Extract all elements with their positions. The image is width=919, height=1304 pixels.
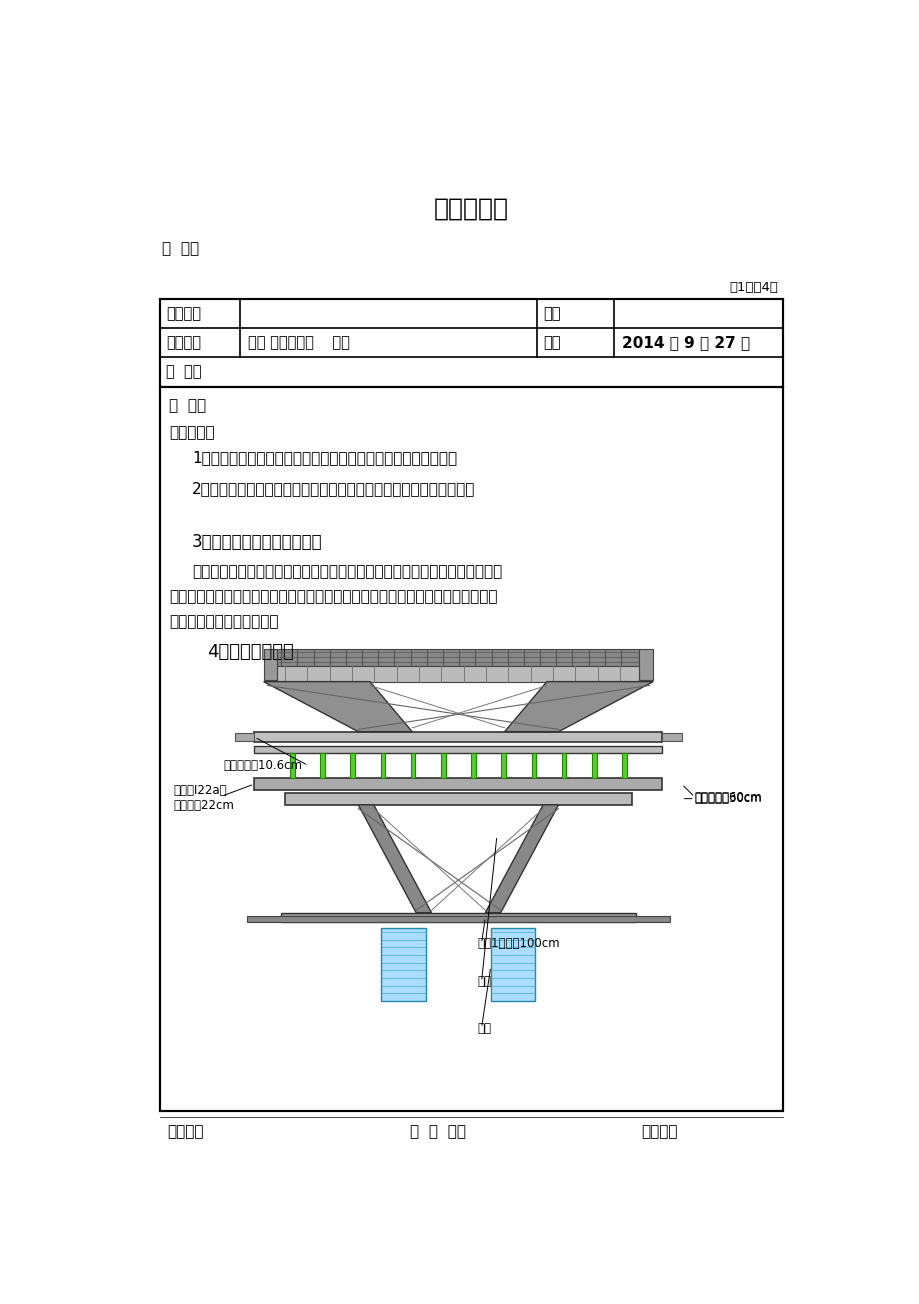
Text: 钢筋由人工配合机械吊装。: 钢筋由人工配合机械吊装。 [169, 614, 278, 630]
Text: 4、主要部件尺寸: 4、主要部件尺寸 [207, 643, 294, 661]
Text: 支架: 支架 [477, 975, 491, 988]
Text: 主梁，高度30cm: 主梁，高度30cm [694, 792, 762, 805]
Text: 2、托架：托架采用加工成品，现场施工只负责拼装及拆除倒运工作；: 2、托架：托架采用加工成品，现场施工只负责拼装及拆除倒运工作； [192, 481, 475, 497]
Text: 技术措施：: 技术措施： [169, 425, 214, 441]
Text: 工程名称: 工程名称 [165, 335, 200, 351]
Text: 编制者：: 编制者： [167, 1124, 204, 1140]
Text: 第1页共4页: 第1页共4页 [728, 280, 777, 293]
Bar [246, 917, 669, 922]
Text: 2014 年 9 月 27 日: 2014 年 9 月 27 日 [621, 335, 749, 351]
Text: 次梁：Ⅰ22a工
字钢高度22cm: 次梁：Ⅰ22a工 字钢高度22cm [174, 784, 234, 812]
Text: 批准人：: 批准人： [641, 1124, 676, 1140]
Polygon shape [264, 682, 412, 732]
Text: 立杆: 立杆 [477, 1021, 491, 1034]
Bar [592, 754, 596, 778]
Bar [380, 754, 385, 778]
Bar [235, 733, 254, 741]
Bar [254, 746, 662, 754]
Text: 盖梁 模板及托架    施工: 盖梁 模板及托架 施工 [248, 335, 350, 351]
Bar [254, 732, 662, 742]
Bar [411, 754, 415, 778]
Bar [289, 754, 294, 778]
Text: 单  位：: 单 位： [162, 241, 199, 257]
Bar [264, 649, 278, 681]
Polygon shape [504, 682, 652, 732]
Text: 主送单位: 主送单位 [165, 306, 200, 321]
Bar [471, 754, 475, 778]
Bar [350, 754, 355, 778]
Text: 日期: 日期 [542, 335, 560, 351]
Bar [562, 754, 566, 778]
Bar [285, 793, 631, 805]
Text: 1、模板：盖梁模板采用定型钢模板，现场施工只负责拼装打磨；: 1、模板：盖梁模板采用定型钢模板，现场施工只负责拼装打磨； [192, 451, 457, 466]
Text: 技术交底书: 技术交底书 [434, 197, 508, 220]
Text: 底模，高度10.6cm: 底模，高度10.6cm [223, 759, 302, 772]
Polygon shape [485, 805, 558, 913]
Text: 抱箍1，高度100cm: 抱箍1，高度100cm [477, 936, 560, 949]
Text: 编号: 编号 [542, 306, 560, 321]
Bar [621, 754, 626, 778]
Bar [160, 387, 782, 1111]
Text: 双抱箍支架作为盖梁模板的支撑体系，承受盖梁模板、钢筋混凝土自重、施工: 双抱箍支架作为盖梁模板的支撑体系，承受盖梁模板、钢筋混凝土自重、施工 [192, 563, 502, 579]
Text: 内  容：: 内 容： [165, 365, 201, 379]
Bar [160, 299, 782, 387]
Bar [490, 928, 535, 1001]
Text: 审  核  者：: 审 核 者： [410, 1124, 465, 1140]
Bar [531, 754, 536, 778]
Bar [381, 928, 425, 1001]
Bar [278, 649, 639, 666]
Bar [254, 778, 662, 790]
Text: 荷载等工况荷载，支架与盖梁间采用顶托作为底模标高调整和落模结构。混凝土及: 荷载等工况荷载，支架与盖梁间采用顶托作为底模标高调整和落模结构。混凝土及 [169, 589, 497, 604]
Bar [662, 733, 681, 741]
Bar [501, 754, 505, 778]
Polygon shape [357, 805, 431, 913]
Bar [639, 649, 652, 681]
Text: 内  容：: 内 容： [169, 398, 206, 413]
Bar [281, 913, 635, 922]
Bar [278, 666, 639, 682]
Text: 顶托，高度60cm: 顶托，高度60cm [694, 790, 762, 803]
Bar [320, 754, 324, 778]
Bar [440, 754, 445, 778]
Text: 3、盖梁抱箍法模板支撑系统: 3、盖梁抱箍法模板支撑系统 [192, 533, 323, 552]
